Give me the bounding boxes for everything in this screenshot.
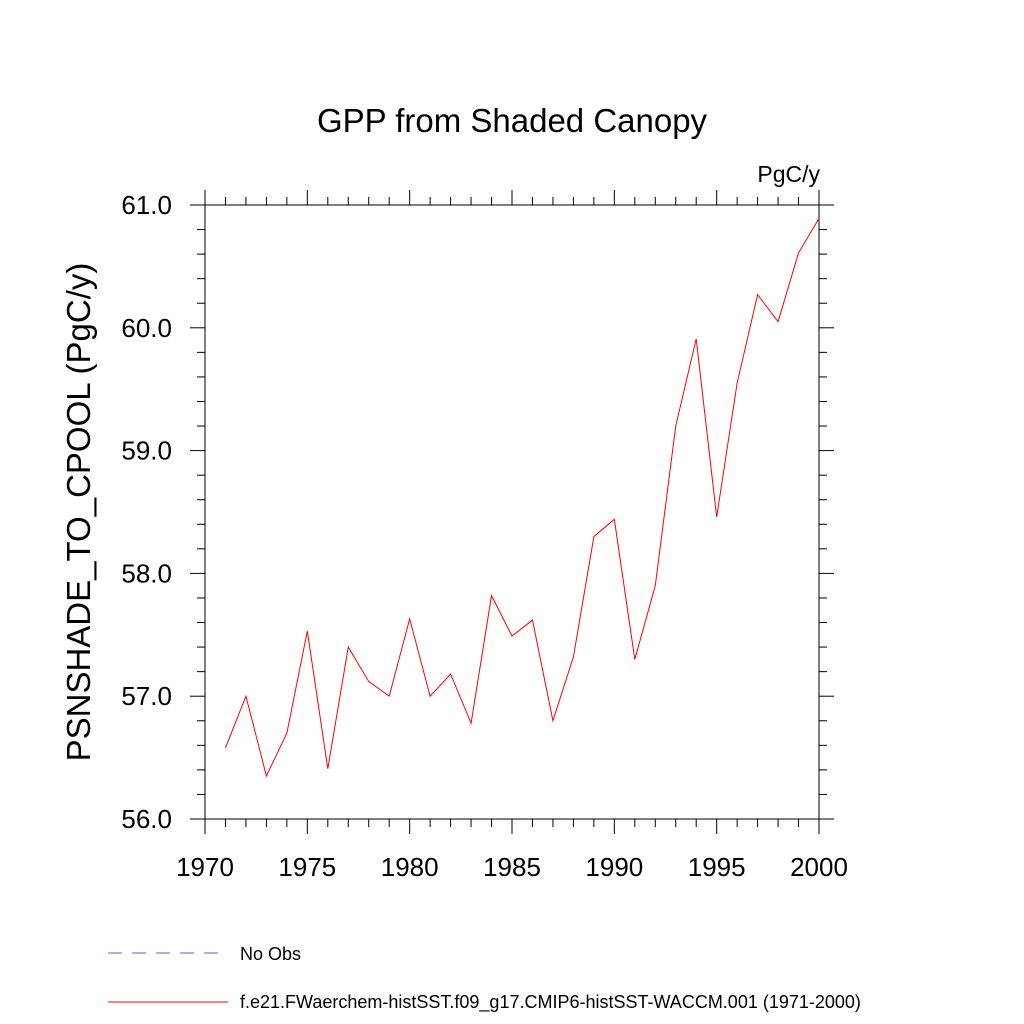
x-tick-label: 2000 bbox=[790, 852, 848, 882]
y-tick-label: 56.0 bbox=[121, 804, 172, 834]
plot-frame bbox=[204, 204, 820, 820]
y-tick-label: 59.0 bbox=[121, 436, 172, 466]
legend-label-model-run: f.e21.FWaerchem-histSST.f09_g17.CMIP6-hi… bbox=[240, 992, 861, 1013]
series-line-1 bbox=[225, 218, 820, 778]
y-axis-ticks: 56.0 57.0 58.0 59.0 60.0 61.0 bbox=[121, 190, 834, 834]
y-tick-label: 60.0 bbox=[121, 313, 172, 343]
x-tick-label: 1970 bbox=[176, 852, 234, 882]
x-tick-label: 1980 bbox=[381, 852, 439, 882]
x-tick-label: 1985 bbox=[483, 852, 541, 882]
y-axis-label: PSNSHADE_TO_CPOOL (PgC/y) bbox=[60, 263, 97, 762]
chart-title: GPP from Shaded Canopy bbox=[317, 102, 708, 139]
y-tick-label: 61.0 bbox=[121, 190, 172, 220]
x-axis-ticks: 1970 1975 1980 1985 1990 1995 2000 bbox=[176, 190, 848, 882]
x-tick-label: 1975 bbox=[278, 852, 336, 882]
legend-label-no-obs: No Obs bbox=[240, 944, 301, 964]
series-lines bbox=[225, 218, 820, 778]
y-tick-label: 57.0 bbox=[121, 681, 172, 711]
x-tick-label: 1995 bbox=[688, 852, 746, 882]
x-tick-label: 1990 bbox=[585, 852, 643, 882]
legend: No Obs f.e21.FWaerchem-histSST.f09_g17.C… bbox=[108, 944, 861, 1013]
y-tick-label: 58.0 bbox=[121, 558, 172, 588]
units-label: PgC/y bbox=[757, 161, 820, 187]
